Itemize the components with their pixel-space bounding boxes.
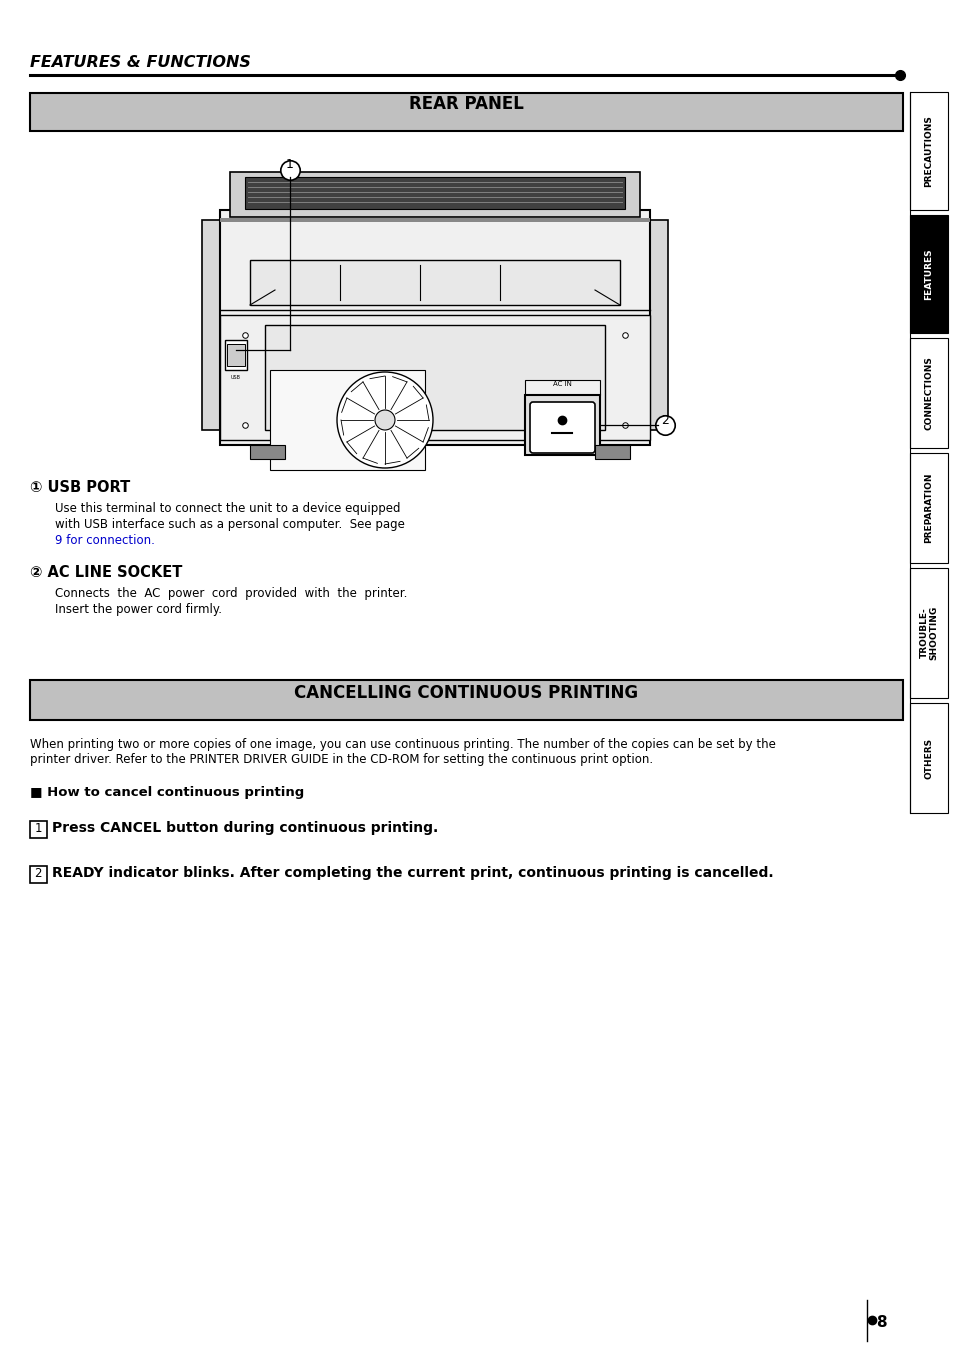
Text: READY indicator blinks. After completing the current print, continuous printing : READY indicator blinks. After completing… bbox=[52, 866, 773, 880]
Text: ② AC LINE SOCKET: ② AC LINE SOCKET bbox=[30, 565, 182, 580]
Bar bbox=[909, 92, 947, 209]
FancyBboxPatch shape bbox=[530, 403, 595, 453]
Circle shape bbox=[336, 372, 433, 467]
Text: ① USB PORT: ① USB PORT bbox=[30, 480, 131, 494]
Text: USB: USB bbox=[231, 376, 241, 380]
Bar bbox=[30, 866, 47, 884]
Text: with USB interface such as a personal computer.  See page: with USB interface such as a personal co… bbox=[55, 517, 404, 531]
Bar bbox=[220, 218, 649, 222]
Bar bbox=[909, 453, 947, 563]
Bar bbox=[649, 220, 667, 430]
Text: ■ How to cancel continuous printing: ■ How to cancel continuous printing bbox=[30, 786, 304, 798]
Bar bbox=[909, 567, 947, 698]
Text: PRECAUTIONS: PRECAUTIONS bbox=[923, 115, 933, 186]
Bar bbox=[227, 345, 245, 366]
Bar bbox=[30, 680, 902, 720]
Text: 1: 1 bbox=[34, 821, 42, 835]
Bar bbox=[524, 380, 599, 394]
Text: 2: 2 bbox=[660, 413, 668, 427]
Bar bbox=[230, 172, 639, 218]
Bar bbox=[595, 444, 629, 459]
Bar bbox=[245, 177, 624, 209]
Text: OTHERS: OTHERS bbox=[923, 738, 933, 778]
Bar bbox=[202, 220, 220, 430]
Text: 9 for connection.: 9 for connection. bbox=[55, 534, 154, 547]
Text: CONNECTIONS: CONNECTIONS bbox=[923, 357, 933, 430]
Bar bbox=[30, 821, 47, 838]
Bar bbox=[524, 394, 599, 455]
Text: CANCELLING CONTINUOUS PRINTING: CANCELLING CONTINUOUS PRINTING bbox=[294, 684, 638, 703]
Bar bbox=[30, 93, 902, 131]
Text: Use this terminal to connect the unit to a device equipped: Use this terminal to connect the unit to… bbox=[55, 503, 400, 515]
Text: AC IN: AC IN bbox=[552, 381, 571, 386]
Text: FEATURES: FEATURES bbox=[923, 249, 933, 300]
Bar bbox=[250, 259, 619, 305]
Text: Press CANCEL button during continuous printing.: Press CANCEL button during continuous pr… bbox=[52, 821, 437, 835]
Bar bbox=[225, 340, 247, 370]
Text: printer driver. Refer to the PRINTER DRIVER GUIDE in the CD-ROM for setting the : printer driver. Refer to the PRINTER DRI… bbox=[30, 753, 653, 766]
Text: Connects  the  AC  power  cord  provided  with  the  printer.: Connects the AC power cord provided with… bbox=[55, 586, 407, 600]
Bar bbox=[250, 444, 285, 459]
Text: 8: 8 bbox=[876, 1315, 886, 1329]
Bar bbox=[909, 703, 947, 813]
Bar bbox=[909, 215, 947, 332]
Text: When printing two or more copies of one image, you can use continuous printing. : When printing two or more copies of one … bbox=[30, 738, 775, 751]
Text: 2: 2 bbox=[34, 867, 42, 880]
Text: TROUBLE-
SHOOTING: TROUBLE- SHOOTING bbox=[919, 605, 938, 661]
Bar bbox=[220, 209, 649, 444]
Bar bbox=[265, 326, 604, 430]
Bar bbox=[220, 315, 649, 440]
Text: Insert the power cord firmly.: Insert the power cord firmly. bbox=[55, 603, 222, 616]
Bar bbox=[270, 370, 424, 470]
Text: REAR PANEL: REAR PANEL bbox=[408, 95, 523, 113]
Text: 1: 1 bbox=[286, 158, 294, 172]
Text: PREPARATION: PREPARATION bbox=[923, 473, 933, 543]
Text: FEATURES & FUNCTIONS: FEATURES & FUNCTIONS bbox=[30, 55, 251, 70]
Circle shape bbox=[375, 409, 395, 430]
Bar bbox=[909, 338, 947, 449]
